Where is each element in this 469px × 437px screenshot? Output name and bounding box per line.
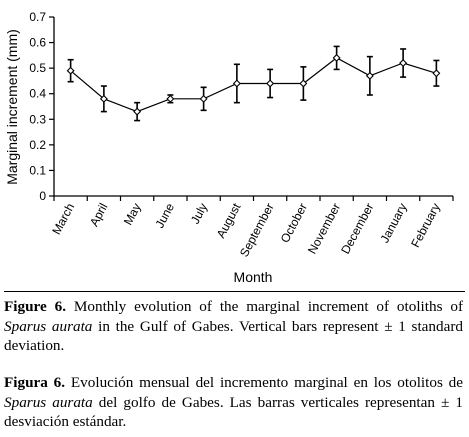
line-chart: 0 0.1 0.2 0.3 0.4 0.5 0.6 0.7 March April May June…	[4, 10, 454, 285]
y-tick-label: 0	[39, 189, 46, 203]
y-tick-label: 0.7	[29, 10, 46, 24]
x-tick-label: April	[87, 201, 111, 229]
y-ticks: 0 0.1 0.2 0.3 0.4 0.5 0.6 0.7	[29, 10, 54, 203]
y-axis-title: Marginal increment (mm)	[4, 29, 20, 185]
caption-spanish-species: Sparus aurata	[4, 393, 93, 411]
y-tick-label: 0.3	[29, 112, 46, 126]
data-point	[299, 79, 308, 88]
x-tick-label: November	[305, 201, 343, 256]
caption-english-text-before: Monthly evolution of the marginal increm…	[73, 298, 464, 315]
caption-spanish-text-before: Evolución mensual del incremento margina…	[70, 374, 464, 391]
y-tick-label: 0.1	[29, 163, 46, 177]
caption-spanish: Figura 6. Evolución mensual del incremen…	[4, 373, 463, 432]
x-tick-label: September	[237, 201, 277, 259]
y-tick-label: 0.4	[29, 87, 46, 101]
data-point	[365, 71, 374, 80]
data-point	[432, 69, 441, 78]
chart-axes	[53, 17, 453, 197]
caption-divider	[4, 291, 465, 292]
data-point	[232, 79, 241, 88]
x-tick-label: August	[214, 200, 244, 240]
x-tick-label: June	[152, 201, 177, 231]
y-tick-label: 0.2	[29, 138, 46, 152]
y-tick-label: 0.5	[29, 61, 46, 75]
caption-english-species: Sparus aurata	[4, 317, 93, 335]
y-tick-label: 0.6	[29, 36, 46, 50]
data-point	[266, 79, 275, 88]
data-point	[199, 94, 208, 103]
x-tick-label: May	[121, 201, 144, 228]
caption-english-text-after: in the Gulf of Gabes. Vertical bars repr…	[4, 317, 463, 355]
data-point	[332, 53, 341, 62]
data-point	[166, 94, 175, 103]
series-line	[70, 57, 437, 113]
x-tick-label: October	[278, 201, 310, 245]
data-point	[399, 59, 408, 68]
data-point	[133, 107, 142, 116]
x-tick-label: March	[49, 201, 77, 237]
caption-spanish-text-after: del golfo de Gabes. Las barras verticale…	[4, 393, 463, 431]
x-tick-label: January	[377, 201, 409, 245]
data-markers	[66, 53, 441, 116]
x-tick-label: February	[408, 201, 443, 250]
caption-english: Figure 6. Monthly evolution of the margi…	[4, 297, 463, 356]
data-point	[99, 94, 108, 103]
x-tick-label: July	[188, 201, 210, 226]
x-axis-title: Month	[234, 269, 273, 285]
data-point	[66, 66, 75, 75]
caption-spanish-label: Figura 6.	[4, 374, 66, 391]
caption-english-label: Figure 6.	[4, 298, 67, 315]
x-tick-label: December	[338, 201, 376, 256]
